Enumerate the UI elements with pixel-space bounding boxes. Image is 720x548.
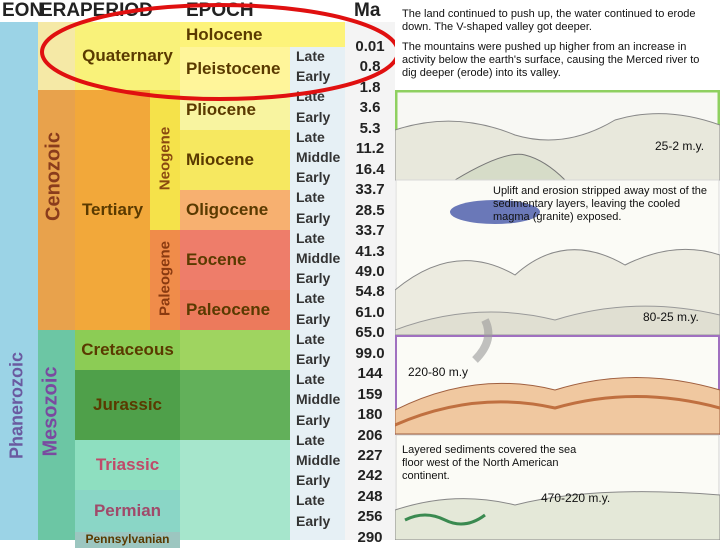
epoch-subdivision: Early [296, 169, 331, 186]
panel-age: 470-220 m.y. [541, 491, 611, 505]
creature [404, 513, 486, 526]
epoch: Miocene [180, 130, 290, 190]
subperiod-block [150, 90, 180, 230]
epoch-subdivision: Middle [296, 391, 341, 408]
ma-value: 180 [357, 406, 383, 424]
subperiod-block [150, 230, 180, 330]
epoch-subdivision: Early [296, 411, 331, 428]
epoch-subdivision: Middle [296, 452, 341, 468]
ma-value: 256 [357, 508, 383, 526]
ma-value: 206 [357, 426, 383, 444]
ma-column [345, 22, 395, 540]
epoch-subdivision: Middle [296, 149, 341, 165]
hills [395, 305, 720, 336]
epoch: Oligocene [180, 190, 290, 230]
panel [395, 0, 720, 90]
period: Quaternary [75, 22, 180, 90]
ma-value: 11.2 [355, 140, 385, 158]
era-block [38, 90, 75, 330]
epoch: Eocene [180, 230, 290, 290]
epoch-subdivision: Late [296, 371, 325, 388]
highlight-ellipse [40, 3, 400, 101]
epoch-subdivision: Early [296, 209, 331, 226]
epoch-subdivision: Late [296, 330, 325, 347]
epoch: Holocene [180, 22, 345, 47]
ma-value: 159 [357, 385, 383, 403]
illustrations [395, 90, 720, 540]
panel-age: 25-2 m.y. [655, 139, 705, 153]
period: Cretaceous [75, 330, 180, 370]
ma-value: 227 [357, 447, 383, 464]
ma-value: 49.0 [355, 262, 385, 280]
ma-value: 242 [357, 467, 383, 485]
ma-value: 248 [357, 487, 383, 505]
header-ma: Ma [354, 0, 381, 21]
era-block [38, 330, 75, 540]
epoch-blank [180, 440, 290, 540]
smoke [472, 318, 493, 363]
ma-value: 33.7 [355, 181, 385, 199]
header-era: ERA [40, 0, 81, 21]
ma-value: 41.3 [355, 242, 385, 260]
header-eon: EON [2, 0, 44, 21]
period: Jurassic [75, 370, 180, 440]
subdivision-column [290, 47, 345, 540]
ma-value: 0.8 [359, 58, 381, 76]
epoch-subdivision: Late [296, 431, 325, 448]
epoch-subdivision: Early [296, 270, 331, 287]
ma-value: 144 [357, 365, 383, 383]
epoch-subdivision: Late [296, 128, 325, 145]
epoch: Paleocene [180, 290, 290, 330]
epoch-subdivision: Middle [296, 250, 341, 266]
ma-value: 61.0 [355, 303, 385, 321]
cloud [450, 200, 540, 224]
sea-floor [395, 491, 720, 540]
epoch-subdivision: Late [296, 229, 325, 246]
epoch-blank [180, 330, 290, 370]
epoch-subdivision: Late [296, 48, 325, 64]
panel-text: The land continued to push up, the water… [402, 8, 696, 33]
epoch-subdivision: Late [296, 290, 325, 307]
ma-value: 65.0 [355, 324, 385, 342]
panel-age: 220-80 m.y [408, 365, 469, 379]
period: Permian [75, 490, 180, 532]
epoch-subdivision: Early [296, 68, 331, 85]
ma-value: 16.4 [355, 160, 385, 178]
epoch-subdivision: Early [296, 351, 331, 367]
panel-age: 80-25 m.y. [643, 310, 699, 324]
panel-text: Uplift and erosion stripped away most of… [493, 185, 708, 223]
epoch: Pleistocene [180, 47, 290, 90]
hills [395, 113, 720, 181]
ma-value: 33.7 [355, 222, 385, 240]
epoch-subdivision: Late [296, 189, 325, 206]
strata-line [395, 395, 720, 427]
epoch-subdivision: Early [296, 472, 331, 489]
ma-value: 99.0 [355, 344, 385, 362]
valley [453, 153, 567, 181]
epoch-blank [180, 370, 290, 440]
ma-value: 1.8 [359, 78, 381, 96]
ma-value: 5.3 [359, 119, 381, 137]
period: Triassic [75, 440, 180, 490]
panel-text: Layered sediments covered the sea floor … [402, 444, 577, 482]
period: Tertiary [75, 90, 150, 330]
eon-column [0, 22, 38, 540]
ma-value: 28.5 [355, 201, 385, 219]
epoch-subdivision: Early [296, 310, 331, 327]
ma-value: 0.01 [355, 38, 385, 55]
epoch-subdivision: Early [296, 108, 331, 125]
ma-value: 54.8 [355, 283, 385, 301]
epoch-subdivision: Early [296, 512, 331, 529]
ma-value: 3.6 [359, 99, 381, 117]
epoch-subdivision: Late [296, 492, 325, 509]
panel-text: The mountains were pushed up higher from… [402, 41, 700, 79]
